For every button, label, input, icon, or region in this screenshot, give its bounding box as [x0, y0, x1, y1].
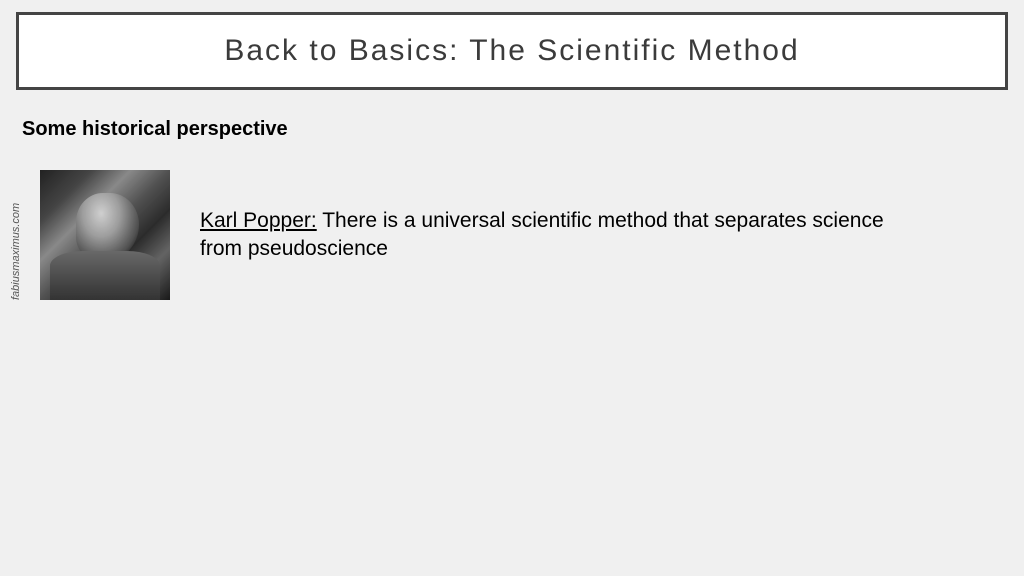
slide-subheading: Some historical perspective	[22, 118, 288, 141]
portrait-wrap: fabiusmaximus.com	[40, 170, 170, 300]
title-box: Back to Basics: The Scientific Method	[16, 12, 1008, 90]
portrait-image	[40, 170, 170, 300]
slide-title: Back to Basics: The Scientific Method	[224, 34, 799, 68]
image-credit: fabiusmaximus.com	[10, 203, 22, 300]
person-name: Karl Popper:	[200, 209, 317, 232]
person-description: Karl Popper: There is a universal scient…	[200, 207, 920, 264]
content-row: fabiusmaximus.com Karl Popper: There is …	[40, 170, 964, 300]
